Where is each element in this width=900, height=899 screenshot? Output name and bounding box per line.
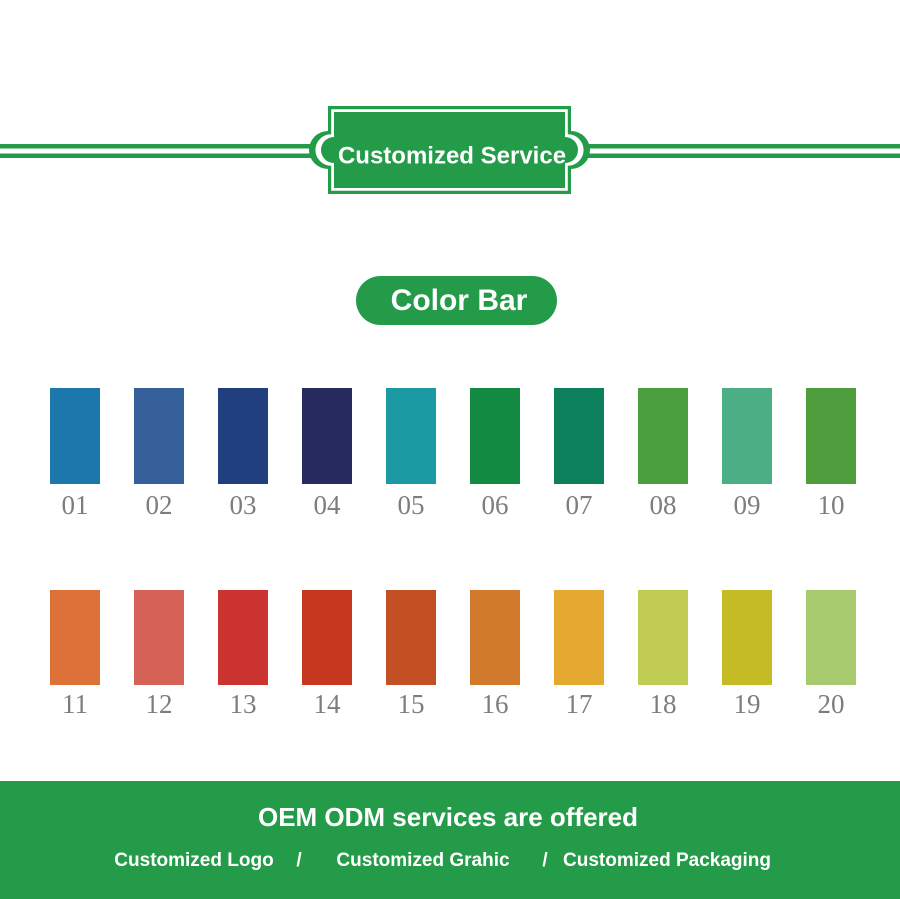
svg-text:14: 14 — [314, 689, 342, 719]
svg-text:01: 01 — [62, 490, 89, 520]
svg-text:17: 17 — [566, 689, 593, 719]
svg-text:15: 15 — [398, 689, 425, 719]
svg-text:Color Bar: Color Bar — [391, 284, 528, 317]
svg-text:18: 18 — [650, 689, 677, 719]
svg-text:Customized Grahic: Customized Grahic — [336, 850, 510, 871]
svg-text:Customized Logo: Customized Logo — [114, 850, 273, 871]
svg-text:Customized Packaging: Customized Packaging — [563, 850, 771, 871]
svg-text:07: 07 — [566, 490, 593, 520]
svg-text:12: 12 — [146, 689, 173, 719]
svg-text:13: 13 — [230, 689, 257, 719]
svg-text:/: / — [542, 850, 548, 871]
svg-text:19: 19 — [734, 689, 761, 719]
svg-text:05: 05 — [398, 490, 425, 520]
svg-text:OEM ODM services are offered: OEM ODM services are offered — [258, 802, 638, 832]
svg-text:/: / — [296, 850, 302, 871]
svg-text:04: 04 — [314, 490, 342, 520]
svg-text:10: 10 — [818, 490, 845, 520]
svg-text:20: 20 — [818, 689, 845, 719]
svg-text:08: 08 — [650, 490, 677, 520]
svg-text:06: 06 — [482, 490, 509, 520]
svg-text:16: 16 — [482, 689, 509, 719]
svg-text:02: 02 — [146, 490, 173, 520]
svg-text:11: 11 — [62, 689, 88, 719]
svg-text:Customized Service: Customized Service — [338, 142, 566, 169]
svg-text:03: 03 — [230, 490, 257, 520]
svg-text:09: 09 — [734, 490, 761, 520]
